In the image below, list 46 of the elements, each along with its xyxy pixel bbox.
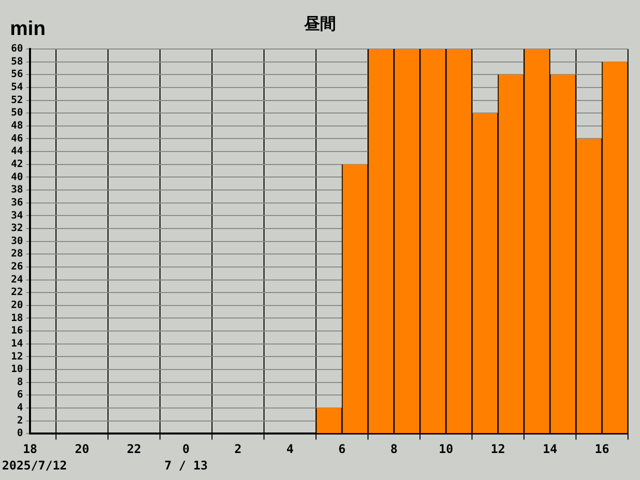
x-tick-label: 16 — [594, 442, 610, 456]
chart-title: 昼間 — [304, 14, 336, 33]
y-tick-label: 4 — [17, 402, 24, 414]
y-tick-label: 22 — [10, 287, 24, 298]
y-tick-label: 38 — [10, 184, 24, 196]
y-tick-label: 36 — [10, 197, 24, 208]
y-tick-label: 18 — [10, 312, 24, 324]
x-tick-label: 12 — [490, 442, 506, 456]
text: 2025/7/12 — [2, 458, 68, 473]
y-tick-label: 6 — [17, 390, 24, 401]
x-tick-label: 2 — [234, 442, 242, 456]
y-tick-label: 56 — [10, 69, 24, 80]
y-tick-label: 0 — [17, 428, 24, 440]
y-tick-label: 14 — [10, 338, 24, 350]
y-tick-label: 50 — [10, 108, 24, 119]
x-tick-label: 6 — [338, 442, 346, 456]
y-tick-label: 40 — [10, 172, 24, 183]
x-tick-label: 4 — [286, 442, 294, 456]
y-tick-label: 32 — [10, 223, 24, 234]
y-tick-label: 54 — [10, 82, 24, 94]
y-tick-label: 46 — [10, 133, 24, 144]
y-tick-label: 48 — [10, 120, 24, 132]
y-tick-label: 12 — [10, 351, 24, 362]
y-tick-label: 8 — [17, 376, 24, 388]
x-tick-label: 20 — [74, 442, 90, 456]
y-tick-label: 24 — [10, 274, 24, 286]
y-tick-label: 42 — [10, 158, 24, 170]
x-tick-label: 0 — [182, 442, 190, 456]
y-tick-label: 2 — [17, 415, 24, 426]
y-tick-label: 20 — [10, 300, 24, 311]
y-tick-label: 26 — [10, 262, 24, 273]
x-tick-label: 8 — [390, 442, 398, 456]
y-tick-label: 52 — [10, 94, 24, 106]
y-tick-label: 58 — [10, 56, 24, 68]
text: 7 / 13 — [164, 458, 208, 473]
y-tick-label: 28 — [10, 248, 24, 260]
y-tick-label: 44 — [10, 146, 24, 158]
y-tick-label: 10 — [10, 364, 24, 376]
y-tick-label: 60 — [10, 44, 24, 55]
x-tick-label: 10 — [438, 442, 454, 456]
y-tick-label: 16 — [10, 326, 24, 337]
y-tick-label: 34 — [10, 210, 24, 222]
x-tick-label: 14 — [542, 442, 558, 456]
y-tick-label: 30 — [10, 236, 24, 247]
y-axis-title: min — [10, 18, 46, 41]
x-tick-label: 22 — [126, 442, 142, 456]
